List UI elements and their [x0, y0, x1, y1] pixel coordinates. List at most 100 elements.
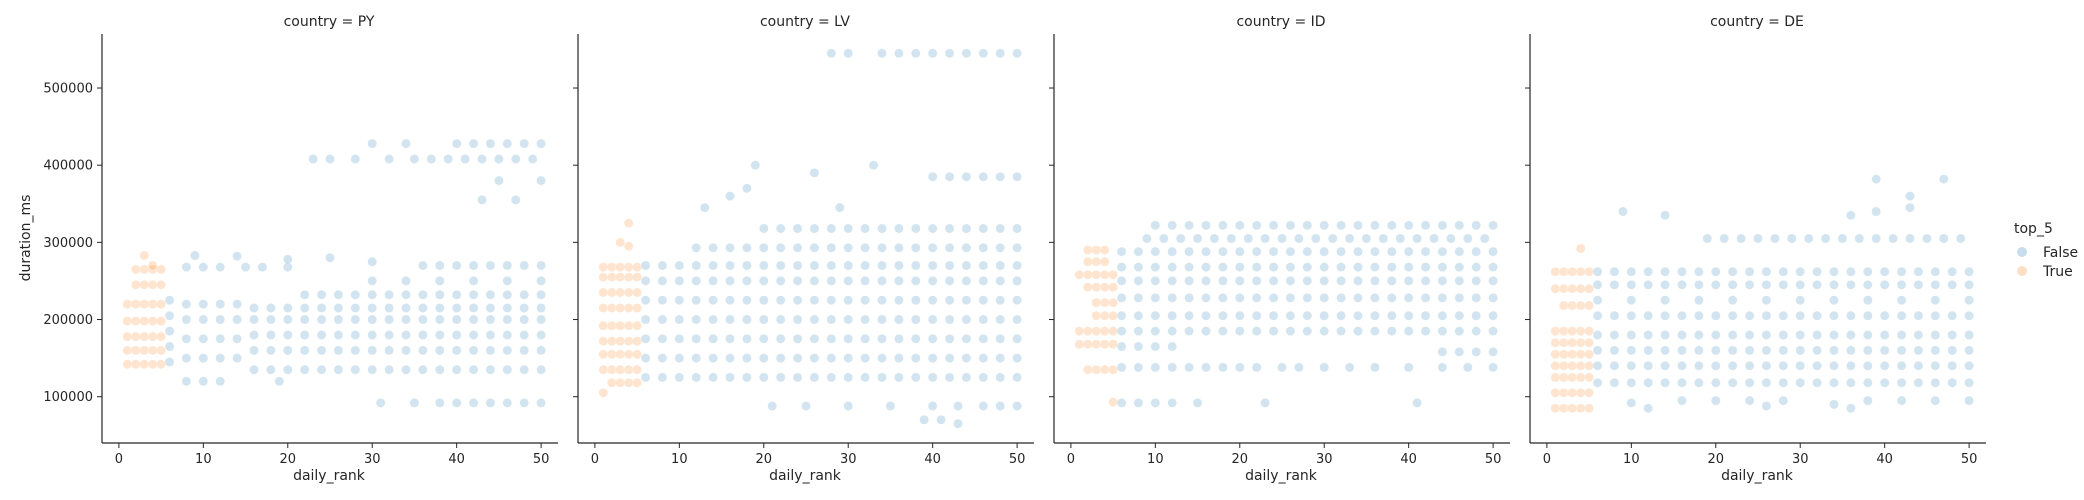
data-point [792, 372, 803, 383]
data-point [826, 223, 837, 234]
data-point [1575, 283, 1586, 294]
data-point [519, 289, 530, 300]
data-point [401, 345, 411, 356]
data-point [632, 336, 642, 346]
data-point [215, 333, 226, 344]
data-point [502, 260, 513, 271]
data-point [961, 333, 972, 344]
points [122, 138, 546, 408]
data-point [519, 260, 530, 271]
data-point [1879, 266, 1890, 277]
data-point [1201, 326, 1211, 336]
data-point [434, 303, 445, 313]
data-point [156, 345, 166, 356]
data-point [232, 299, 242, 309]
x-tick-label: 10 [671, 452, 688, 467]
data-point [674, 372, 685, 383]
x-tick-label: 50 [1961, 452, 1978, 467]
data-point [375, 398, 386, 408]
data-point [502, 289, 513, 300]
data-point [367, 330, 378, 340]
data-point [451, 289, 462, 300]
data-point [978, 372, 989, 383]
data-point [1626, 330, 1637, 340]
data-point [1268, 220, 1279, 231]
data-point [1803, 233, 1814, 244]
data-point [333, 314, 344, 325]
data-point [1584, 360, 1594, 371]
data-point [1930, 395, 1941, 406]
y-axis [573, 34, 579, 443]
data-point [1260, 233, 1270, 244]
data-point [792, 353, 803, 363]
data-point [1829, 360, 1839, 371]
data-point [1702, 233, 1713, 244]
data-point [792, 242, 803, 253]
data-point [1567, 387, 1578, 398]
data-point [1575, 266, 1586, 277]
data-point [944, 333, 955, 344]
data-point [775, 353, 786, 363]
data-point [1854, 233, 1865, 244]
data-point [1251, 262, 1262, 272]
data-point [468, 364, 479, 375]
data-point [1234, 310, 1245, 321]
data-point [266, 314, 276, 325]
data-point [1727, 330, 1738, 340]
data-point [1694, 279, 1704, 290]
data-point [1947, 279, 1958, 290]
data-point [1584, 337, 1594, 348]
data-point [1420, 293, 1431, 303]
data-point [434, 260, 445, 271]
data-point [894, 48, 904, 59]
data-point [1420, 246, 1431, 257]
legend-title: top_5 [2014, 221, 2053, 237]
data-point [657, 333, 668, 344]
data-point [1829, 279, 1839, 290]
data-point [316, 330, 327, 340]
data-point [1938, 233, 1949, 244]
data-point [1116, 398, 1127, 408]
data-point [249, 330, 259, 340]
data-point [1099, 297, 1110, 308]
data-point [181, 262, 192, 272]
data-point [978, 353, 989, 363]
data-point [468, 398, 479, 408]
data-point [316, 289, 327, 300]
data-point [767, 401, 778, 411]
data-point [1871, 233, 1882, 244]
data-point [623, 349, 634, 360]
data-point [1744, 310, 1755, 321]
data-point [674, 295, 685, 306]
data-point [1736, 233, 1746, 244]
data-point [333, 303, 344, 313]
data-point [215, 376, 226, 387]
data-point [843, 295, 854, 306]
data-point [961, 295, 972, 306]
data-point [1370, 362, 1380, 373]
data-point [775, 260, 786, 271]
data-point [632, 349, 642, 360]
data-point [1116, 326, 1127, 336]
data-point [1082, 269, 1093, 280]
data-point [1626, 279, 1637, 290]
data-point [232, 333, 242, 344]
data-point [502, 330, 513, 340]
data-point [122, 359, 133, 370]
data-point [1302, 220, 1313, 231]
data-point [1353, 326, 1363, 336]
data-point [1344, 362, 1355, 373]
x-tick-label: 20 [756, 452, 773, 467]
data-point [1158, 233, 1169, 244]
data-point [282, 330, 293, 340]
data-point [792, 223, 803, 234]
data-point [1251, 362, 1262, 373]
data-point [1896, 330, 1907, 340]
data-point [1012, 276, 1022, 286]
data-point [1403, 276, 1414, 286]
data-point [249, 345, 259, 356]
data-point [961, 260, 972, 271]
data-point [1192, 398, 1203, 408]
data-point [1643, 266, 1654, 277]
data-point [1812, 345, 1822, 356]
